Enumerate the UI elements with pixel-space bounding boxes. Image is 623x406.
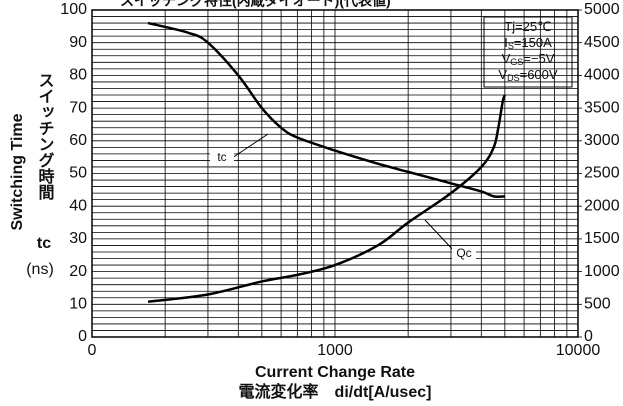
y2-tick-label: 2500: [584, 165, 620, 182]
condition-text: IS=150A: [504, 35, 552, 51]
series-line: [147, 21, 505, 198]
x-tick-label: 1000: [317, 342, 353, 359]
series-label-bg: [210, 150, 234, 166]
condition-sub: S: [508, 41, 514, 51]
condition-base: I: [504, 35, 508, 50]
y2-tick-label: 4500: [584, 34, 620, 51]
y-tick-label: 60: [69, 132, 87, 149]
y-axis-label-unit: tc: [37, 235, 51, 252]
series-label: tc: [217, 150, 226, 164]
series-line: [147, 94, 507, 303]
condition-rest: =150A: [514, 35, 552, 50]
condition-sub: GS: [510, 57, 523, 67]
series-label-bg: [452, 246, 476, 262]
y2-tick-label: 3000: [584, 132, 620, 149]
condition-text: Tj=25℃: [504, 19, 551, 34]
y2-tick-label: 1500: [584, 230, 620, 247]
condition-rest: =−5V: [523, 51, 554, 66]
y-axis-label-ns: (ns): [26, 261, 54, 278]
condition-base: V: [498, 67, 507, 82]
condition-rest: =600V: [520, 67, 558, 82]
y-tick-label: 10: [69, 296, 87, 313]
y-tick-label: 70: [69, 99, 87, 116]
tc-leader: [231, 133, 269, 159]
y2-tick-label: 2000: [584, 197, 620, 214]
condition-base: Tj=25℃: [504, 19, 551, 34]
y2-tick-label: 3500: [584, 99, 620, 116]
x-tick-label: 0: [88, 342, 97, 359]
y2-tick-label: 4000: [584, 67, 620, 84]
y-tick-label: 90: [69, 34, 87, 51]
y-axis-label-jp: スイッチング時間: [36, 72, 55, 201]
y-tick-label: 40: [69, 197, 87, 214]
y-axis-label: Switching Time: [9, 113, 26, 230]
x-axis-label: Current Change Rate: [255, 364, 415, 381]
y-tick-label: 50: [69, 165, 87, 182]
y-tick-label: 100: [60, 1, 87, 18]
chart-title: スイッチング特性(内蔵ダイオード)(代表値): [120, 0, 391, 9]
y-tick-label: 30: [69, 230, 87, 247]
qc-leader: [424, 219, 456, 253]
y2-tick-label: 1000: [584, 263, 620, 280]
y2-tick-label: 500: [584, 296, 611, 313]
condition-text: VGS=−5V: [502, 51, 555, 67]
series-label: Qc: [456, 246, 471, 260]
y-tick-label: 20: [69, 263, 87, 280]
y-tick-label: 80: [69, 67, 87, 84]
y2-tick-label: 5000: [584, 1, 620, 18]
y2-tick-label: 0: [584, 328, 593, 345]
x-axis-label-jp: 電流変化率 di/dt[A/usec]: [239, 382, 432, 401]
condition-sub: DS: [507, 73, 520, 83]
y-tick-label: 0: [78, 328, 87, 345]
x-tick-label: 10000: [556, 342, 601, 359]
plot-frame: [91, 9, 579, 338]
condition-text: VDS=600V: [498, 67, 557, 83]
condition-base: V: [502, 51, 511, 66]
